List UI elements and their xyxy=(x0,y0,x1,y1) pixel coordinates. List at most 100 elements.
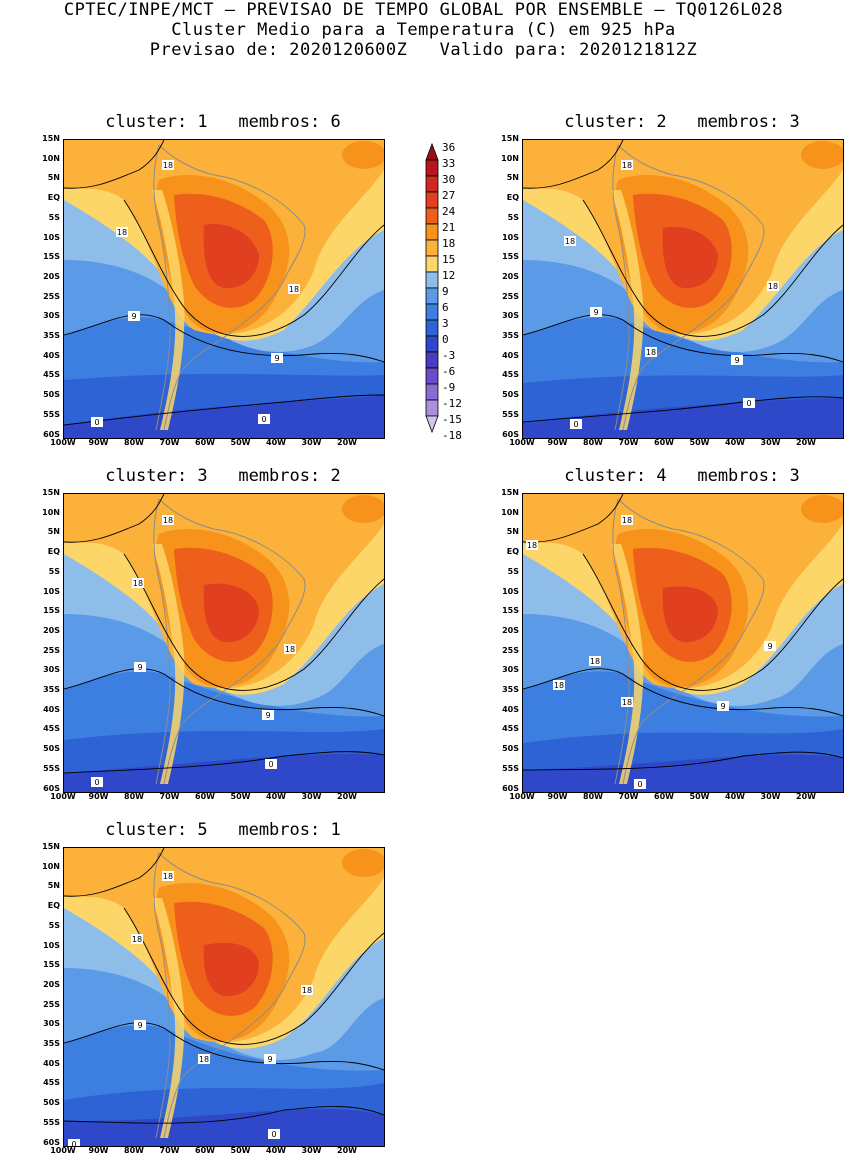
band-21-spot xyxy=(342,495,384,523)
lat-tick-label: 10S xyxy=(43,232,60,242)
contour-label: 9 xyxy=(731,355,743,365)
lon-tick-label: 100W xyxy=(50,438,76,447)
contour-label: 0 xyxy=(258,414,270,424)
coastline xyxy=(153,498,306,785)
lat-tick-label: 55S xyxy=(502,409,519,419)
lat-tick-label: 10S xyxy=(43,940,60,950)
lat-tick-label: EQ xyxy=(47,547,60,557)
contour-18-north xyxy=(523,494,624,543)
lon-tick-label: 90W xyxy=(88,1146,109,1155)
contour-18-north xyxy=(64,848,165,897)
contour-label: 18 xyxy=(162,515,174,525)
lat-tick-label: 45S xyxy=(502,370,519,380)
lat-tick-label: EQ xyxy=(47,901,60,911)
lat-tick-label: 10S xyxy=(502,232,519,242)
svg-text:18: 18 xyxy=(163,516,173,525)
lat-tick-label: 10N xyxy=(42,507,60,517)
contour-label: 18 xyxy=(284,644,296,654)
contour-9 xyxy=(523,314,843,363)
lat-tick-label: 40S xyxy=(43,350,60,360)
lon-tick-label: 50W xyxy=(689,438,710,447)
lon-tick-label: 70W xyxy=(618,438,639,447)
contour-9 xyxy=(64,1022,384,1071)
lon-tick-label: 40W xyxy=(266,792,286,801)
lat-tick-label: 30S xyxy=(502,311,519,321)
contour-label: 9 xyxy=(128,311,140,321)
panel-title: cluster: 1 membros: 6 xyxy=(105,112,341,132)
panel-title: cluster: 3 membros: 2 xyxy=(105,466,341,486)
lat-tick-label: 55S xyxy=(43,409,60,419)
lon-tick-label: 90W xyxy=(547,792,568,801)
contour-label: 0 xyxy=(91,417,103,427)
lon-tick-label: 50W xyxy=(230,1146,251,1155)
lat-tick-label: 45S xyxy=(502,724,519,734)
svg-text:0: 0 xyxy=(261,415,266,424)
contour-label: 18 xyxy=(645,347,657,357)
band-27 xyxy=(662,586,718,643)
lat-tick-label: 10N xyxy=(501,507,519,517)
colorbar-legend: 36 33 30 27 24 21 18 15 12 9 6 3 0 -3 -6 -9 -12 -15 -18 xyxy=(424,134,484,444)
lat-tick-label: 45S xyxy=(43,1078,60,1088)
lat-tick-label: 20S xyxy=(43,625,60,635)
svg-text:18: 18 xyxy=(527,541,537,550)
contour-label: 18 xyxy=(767,281,779,291)
svg-text:18: 18 xyxy=(622,698,632,707)
lat-tick-label: 50S xyxy=(43,390,60,400)
lat-tick-label: 30S xyxy=(43,1019,60,1029)
contour-label: 18 xyxy=(301,985,313,995)
lat-tick-label: 15S xyxy=(502,252,519,262)
colorbar-level-label: 21 xyxy=(442,221,456,234)
contour-label: 0 xyxy=(91,777,103,787)
lat-tick-label: 5N xyxy=(506,173,519,183)
svg-text:0: 0 xyxy=(573,420,578,429)
colorbar-level-label: 6 xyxy=(442,301,449,314)
contour-18-south xyxy=(123,199,384,337)
svg-text:0: 0 xyxy=(637,780,642,789)
lat-tick-label: 5S xyxy=(507,566,519,576)
lon-tick-label: 20W xyxy=(796,438,816,447)
lat-tick-label: 5N xyxy=(47,881,60,891)
lat-tick-label: 15N xyxy=(42,488,60,497)
contour-label: 18 xyxy=(564,236,576,246)
colorbar-level-label: 9 xyxy=(442,285,449,298)
lat-tick-label: 10S xyxy=(43,586,60,596)
svg-text:18: 18 xyxy=(132,935,142,944)
svg-text:18: 18 xyxy=(554,681,564,690)
colorbar-level-label: 0 xyxy=(442,333,449,346)
svg-text:18: 18 xyxy=(622,516,632,525)
lat-tick-label: 5S xyxy=(507,212,519,222)
colorbar-swatch xyxy=(425,175,439,193)
svg-text:18: 18 xyxy=(565,237,575,246)
lat-tick-label: 20S xyxy=(43,271,60,281)
colorbar-swatch xyxy=(425,271,439,289)
temperature-map: 18 18 18 18 9 18 9 0 xyxy=(522,493,844,793)
colorbar-swatch xyxy=(425,223,439,241)
contour-label: 9 xyxy=(262,710,274,720)
lon-tick-label: 60W xyxy=(195,792,215,801)
lon-tick-label: 50W xyxy=(230,438,251,447)
svg-text:18: 18 xyxy=(289,285,299,294)
lat-tick-label: 5S xyxy=(48,920,60,930)
lat-tick-label: 30S xyxy=(43,665,60,675)
band-21-spot xyxy=(801,495,843,523)
contour-label: 18 xyxy=(589,656,601,666)
lon-tick-label: 90W xyxy=(88,438,109,447)
svg-text:9: 9 xyxy=(131,312,136,321)
lat-tick-label: 40S xyxy=(43,704,60,714)
lat-tick-label: 60S xyxy=(502,429,519,439)
colorbar-level-label: 12 xyxy=(442,269,456,282)
lon-tick-label: 30W xyxy=(301,438,322,447)
contour-18-north xyxy=(523,140,624,189)
lat-tick-label: 60S xyxy=(43,1137,60,1147)
lon-tick-label: 90W xyxy=(88,792,109,801)
svg-text:9: 9 xyxy=(593,308,598,317)
lon-tick-label: 70W xyxy=(159,1146,180,1155)
temperature-map: 18 18 18 9 18 9 0 0 xyxy=(522,139,844,439)
svg-text:9: 9 xyxy=(767,642,772,651)
colorbar-swatch xyxy=(425,287,439,305)
panel-title: cluster: 2 membros: 3 xyxy=(564,112,800,132)
svg-text:18: 18 xyxy=(622,161,632,170)
svg-text:18: 18 xyxy=(302,986,312,995)
lat-tick-label: 25S xyxy=(43,291,60,301)
band-21-spot xyxy=(342,141,384,169)
